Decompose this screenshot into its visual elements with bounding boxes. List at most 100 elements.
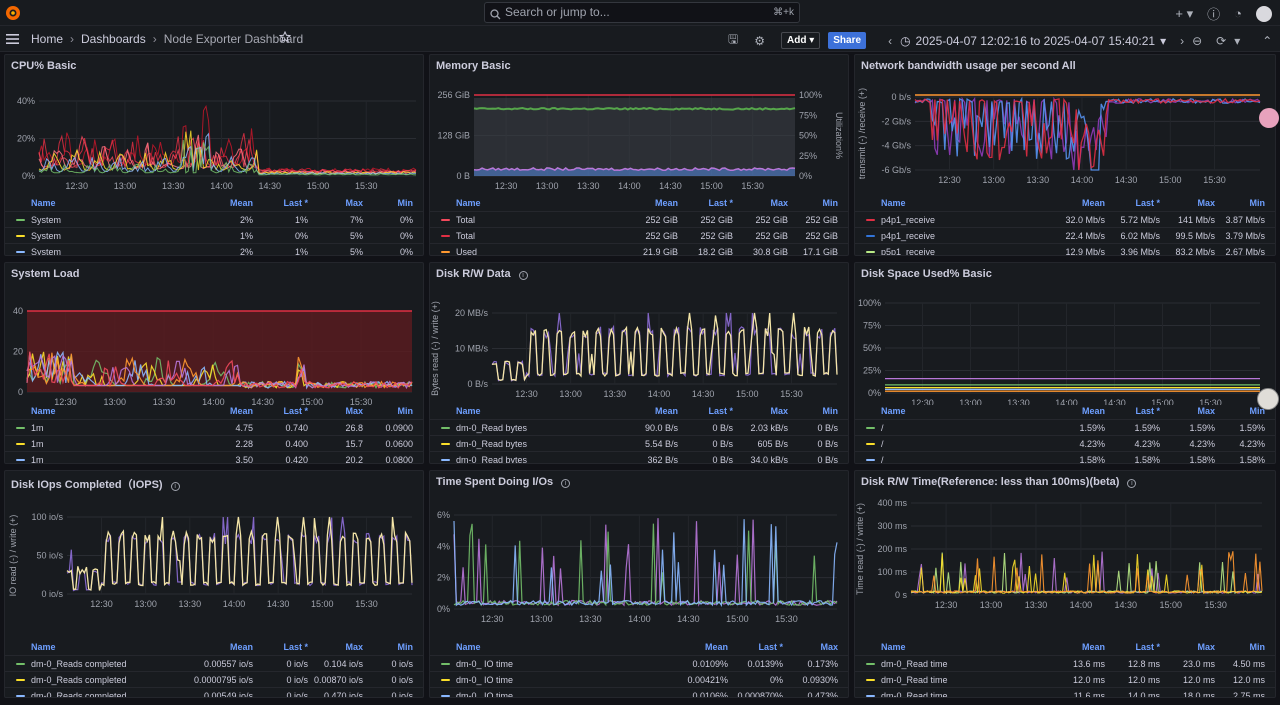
legend-col-header[interactable]: Max: [345, 642, 363, 652]
legend-item[interactable]: dm-0_Read bytes 90.0 B/s 0 B/s 2.03 kB/s 0 B…: [430, 419, 848, 435]
chart-area[interactable]: 256 GiB 128 GiB 0 B 12:30 13:00 13:30 14:00 14:…: [430, 55, 849, 197]
legend-col-header[interactable]: Mean: [229, 642, 253, 652]
panel-net[interactable]: Network bandwidth usage per second All 0 …: [854, 54, 1276, 256]
info-icon[interactable]: i: [561, 479, 571, 488]
legend-item[interactable]: dm-0_Reads completed 0.00549 io/s 0 io/s 0.…: [5, 687, 423, 697]
legend-col-header[interactable]: Mean: [1081, 642, 1105, 652]
chart-area[interactable]: 0 b/s -2 Gb/s -4 Gb/s -6 Gb/s 12:30 13:00 13:3…: [855, 55, 1276, 197]
chart-area[interactable]: 6% 4% 2% 0% 12:30 13:00 13:30 14:00 14:30 15:00 15…: [430, 471, 849, 639]
legend-col-header[interactable]: Mean: [654, 198, 678, 208]
search-input[interactable]: Search or jump to... ⌘+k: [484, 2, 800, 23]
chart-area[interactable]: 40% 20% 0% 12:30 13:00 13:30 14:00 14:30 15:00 15…: [5, 55, 424, 197]
assistant-avatar[interactable]: [1257, 388, 1279, 410]
legend-item[interactable]: dm-0_Read bytes 362 B/s 0 B/s 34.0 kB/s 0 B/…: [430, 451, 848, 463]
time-back-icon[interactable]: ‹: [888, 33, 893, 48]
legend-col-header[interactable]: Min: [1249, 642, 1266, 652]
share-button[interactable]: Share: [828, 32, 867, 49]
legend-item[interactable]: Total 252 GiB 252 GiB 252 GiB 252 GiB: [430, 211, 848, 227]
legend-item[interactable]: dm-0_ IO time 0.0106% 0.000870% 0.473%: [430, 687, 848, 697]
legend-item[interactable]: / 4.23% 4.23% 4.23% 4.23%: [855, 435, 1275, 451]
legend-item[interactable]: dm-0_Read time 11.6 ms 14.0 ms 18.0 ms 2.75 …: [855, 687, 1275, 697]
chart-area[interactable]: 400 ms 300 ms 200 ms 100 ms 0 s 12:30 13:00 13:…: [855, 471, 1276, 639]
legend-col-header[interactable]: Min: [822, 198, 839, 208]
legend-col-header[interactable]: Max: [1197, 198, 1215, 208]
zoom-out-icon[interactable]: ⊖: [1192, 33, 1203, 48]
legend-item[interactable]: dm-0_Read bytes 5.54 B/s 0 B/s 605 B/s 0 B/s: [430, 435, 848, 451]
info-icon[interactable]: i: [170, 482, 180, 491]
chart-area[interactable]: 20 MB/s 10 MB/s 0 B/s 12:30 13:00 13:30 14:00 1…: [430, 263, 849, 405]
legend-col-header[interactable]: Min: [397, 198, 414, 208]
legend-item[interactable]: dm-0_ IO time 0.0109% 0.0139% 0.173%: [430, 655, 848, 671]
legend-col-header[interactable]: Mean: [654, 406, 678, 416]
legend-col-header[interactable]: Mean: [1081, 198, 1105, 208]
info-icon[interactable]: i: [1127, 479, 1137, 488]
legend-col-header[interactable]: Max: [345, 406, 363, 416]
legend-col-header[interactable]: Max: [1197, 406, 1215, 416]
translate-floating-icon[interactable]: [1259, 108, 1279, 128]
legend-col-header[interactable]: Max: [820, 642, 838, 652]
breadcrumb-home[interactable]: Home: [31, 32, 64, 46]
legend-col-header[interactable]: Min: [1249, 198, 1266, 208]
chart-area[interactable]: 100% 75% 50% 25% 0% 12:30 13:00 13:30 14:00 14:30…: [855, 263, 1276, 405]
legend-item[interactable]: dm-0_Read time 12.0 ms 12.0 ms 12.0 ms 12.0 …: [855, 671, 1275, 687]
legend-item[interactable]: dm-0_Reads completed 0.0000795 io/s 0 io/s…: [5, 671, 423, 687]
panel-mem[interactable]: Memory Basic 256 GiB 128 GiB 0 B 12:30 13:00 1…: [429, 54, 849, 256]
refresh-interval-chevron-icon[interactable]: ▾: [1234, 33, 1241, 48]
legend-col-header[interactable]: Max: [345, 198, 363, 208]
legend-item[interactable]: p4p1_receive 32.0 Mb/s 5.72 Mb/s 141 Mb/s 3.…: [855, 211, 1275, 227]
legend-col-header[interactable]: Mean: [704, 642, 728, 652]
refresh-icon[interactable]: ⟳: [1216, 33, 1227, 48]
legend-col-header[interactable]: Last *: [708, 198, 733, 208]
plus-icon[interactable]: + ▾: [1175, 5, 1194, 21]
panel-iotime[interactable]: Time Spent Doing I/Os i 6% 4% 2% 0% 12:30 13:00…: [429, 470, 849, 698]
chart-area[interactable]: 40 20 0 12:30 13:00 13:30 14:00 14:30 15:00 15:30: [5, 263, 424, 405]
legend-col-header[interactable]: Mean: [229, 198, 253, 208]
legend-col-header[interactable]: Last *: [1135, 642, 1160, 652]
legend-col-header[interactable]: Last *: [283, 406, 308, 416]
panel-load[interactable]: System Load 40 20 0 12:30 13:00 13:30 14:00 14:3…: [4, 262, 424, 464]
legend-item[interactable]: 1m 2.28 0.400 15.7 0.0600: [5, 435, 423, 451]
panel-diskrw[interactable]: Disk R/W Data i 20 MB/s 10 MB/s 0 B/s 12:30 13…: [429, 262, 849, 464]
legend-item[interactable]: dm-0_Reads completed 0.00557 io/s 0 io/s 0.…: [5, 655, 423, 671]
time-range-picker[interactable]: ◷ 2025-04-07 12:02:16 to 2025-04-07 15:40…: [900, 33, 1167, 48]
legend-item[interactable]: p4p1_receive 22.4 Mb/s 6.02 Mb/s 99.5 Mb/s 3…: [855, 227, 1275, 243]
panel-rwtime[interactable]: Disk R/W Time(Reference: less than 100ms…: [854, 470, 1276, 698]
legend-item[interactable]: Used 21.9 GiB 18.2 GiB 30.8 GiB 17.1 GiB: [430, 243, 848, 255]
legend-col-header[interactable]: Min: [1249, 406, 1266, 416]
grafana-logo-icon[interactable]: [5, 5, 21, 24]
rss-icon[interactable]: ◔: [1234, 6, 1242, 21]
legend-col-header[interactable]: Last *: [1135, 406, 1160, 416]
legend-col-header[interactable]: Max: [770, 198, 788, 208]
menu-icon[interactable]: [6, 33, 19, 47]
legend-item[interactable]: / 1.59% 1.59% 1.59% 1.59%: [855, 419, 1275, 435]
help-icon[interactable]: ⓘ: [1207, 7, 1221, 22]
collapse-icon[interactable]: ⌃: [1262, 33, 1273, 48]
time-forward-icon[interactable]: ›: [1180, 33, 1185, 48]
legend-item[interactable]: dm-0_ IO time 0.00421% 0% 0.0930%: [430, 671, 848, 687]
legend-col-header[interactable]: Last *: [283, 642, 308, 652]
legend-item[interactable]: / 1.58% 1.58% 1.58% 1.58%: [855, 451, 1275, 463]
legend-col-header[interactable]: Min: [397, 642, 414, 652]
legend-col-header[interactable]: Min: [822, 406, 839, 416]
panel-diskspace[interactable]: Disk Space Used% Basic 100% 75% 50% 25% 0% 12:…: [854, 262, 1276, 464]
legend-col-header[interactable]: Min: [397, 406, 414, 416]
add-button[interactable]: Add ▾: [781, 32, 821, 49]
breadcrumb-dashboards[interactable]: Dashboards: [81, 32, 146, 46]
legend-item[interactable]: System 2% 1% 5% 0%: [5, 243, 423, 255]
legend-item[interactable]: System 1% 0% 5% 0%: [5, 227, 423, 243]
panel-cpu[interactable]: CPU% Basic 40% 20% 0% 12:30 13:00 13:30 14:00 14…: [4, 54, 424, 256]
save-icon[interactable]: 🖫: [728, 32, 739, 46]
legend-item[interactable]: 1m 3.50 0.420 20.2 0.0800: [5, 451, 423, 463]
legend-item[interactable]: dm-0_Read time 13.6 ms 12.8 ms 23.0 ms 4.50 …: [855, 655, 1275, 671]
legend-col-header[interactable]: Last *: [283, 198, 308, 208]
chart-area[interactable]: 100 io/s 50 io/s 0 io/s 12:30 13:00 13:30 14:0…: [5, 471, 424, 639]
legend-col-header[interactable]: Last *: [758, 642, 783, 652]
legend-item[interactable]: System 2% 1% 7% 0%: [5, 211, 423, 227]
panel-iops[interactable]: Disk IOps Completed（IOPS) i 100 io/s 50 io/…: [4, 470, 424, 698]
legend-item[interactable]: 1m 4.75 0.740 26.8 0.0900: [5, 419, 423, 435]
legend-item[interactable]: p5p1_receive 12.9 Mb/s 3.96 Mb/s 83.2 Mb/s 2…: [855, 243, 1275, 255]
legend-col-header[interactable]: Last *: [1135, 198, 1160, 208]
legend-col-header[interactable]: Last *: [708, 406, 733, 416]
legend-col-header[interactable]: Max: [770, 406, 788, 416]
avatar[interactable]: [1256, 5, 1272, 22]
